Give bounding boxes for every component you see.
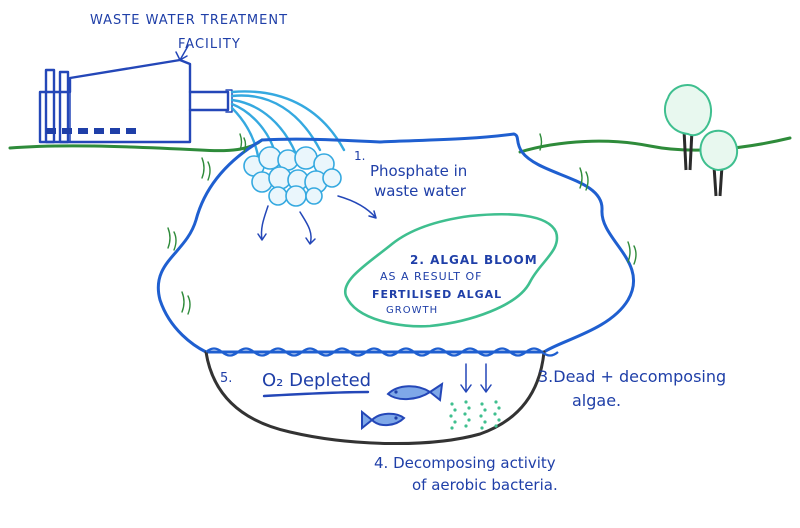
- algal-bloom-region: [343, 212, 559, 328]
- lake-basin: [204, 350, 546, 445]
- facility-title-line2: FACILITY: [178, 37, 241, 52]
- phosphate-label-line1: Phosphate in: [370, 162, 467, 180]
- water-line: [205, 347, 559, 357]
- fish-icon: [361, 409, 406, 431]
- bloom-label-line3: FERTILISED ALGAL: [372, 288, 502, 301]
- facility-arrow-icon: [175, 45, 189, 61]
- bloom-label-line4: GROWTH: [386, 305, 438, 316]
- phosphate-number: 1.: [354, 149, 365, 163]
- decomposing-algae: [449, 400, 501, 430]
- dead-algae-label-line2: algae.: [572, 391, 621, 410]
- falling-algae-arrows: [460, 363, 492, 393]
- decomposing-label-line1: 4. Decomposing activity: [374, 454, 556, 472]
- decomposing-label-line2: of aerobic bacteria.: [412, 476, 558, 494]
- tree-icon: [699, 129, 739, 197]
- bloom-label-line1: 2. ALGAL BLOOM: [410, 253, 538, 267]
- bloom-label-line2: AS A RESULT OF: [380, 270, 482, 283]
- phosphate-cloud: [243, 146, 342, 207]
- oxygen-underline: [262, 390, 370, 398]
- grass-tufts: [167, 133, 637, 315]
- facility-title-line1: WASTE WATER TREATMENT: [90, 13, 288, 28]
- lake-outline: [156, 132, 636, 354]
- oxygen-label: O₂ Depleted: [262, 370, 371, 391]
- phosphate-label-line2: waste water: [374, 182, 467, 200]
- tree-icon: [663, 83, 712, 171]
- oxygen-number: 5.: [220, 371, 232, 386]
- dead-algae-label-line1: 3.Dead + decomposing: [538, 367, 726, 386]
- treatment-facility: [38, 58, 233, 144]
- ground-line: [8, 136, 792, 154]
- fish-icon: [386, 381, 444, 402]
- diffusion-arrows: [257, 195, 377, 245]
